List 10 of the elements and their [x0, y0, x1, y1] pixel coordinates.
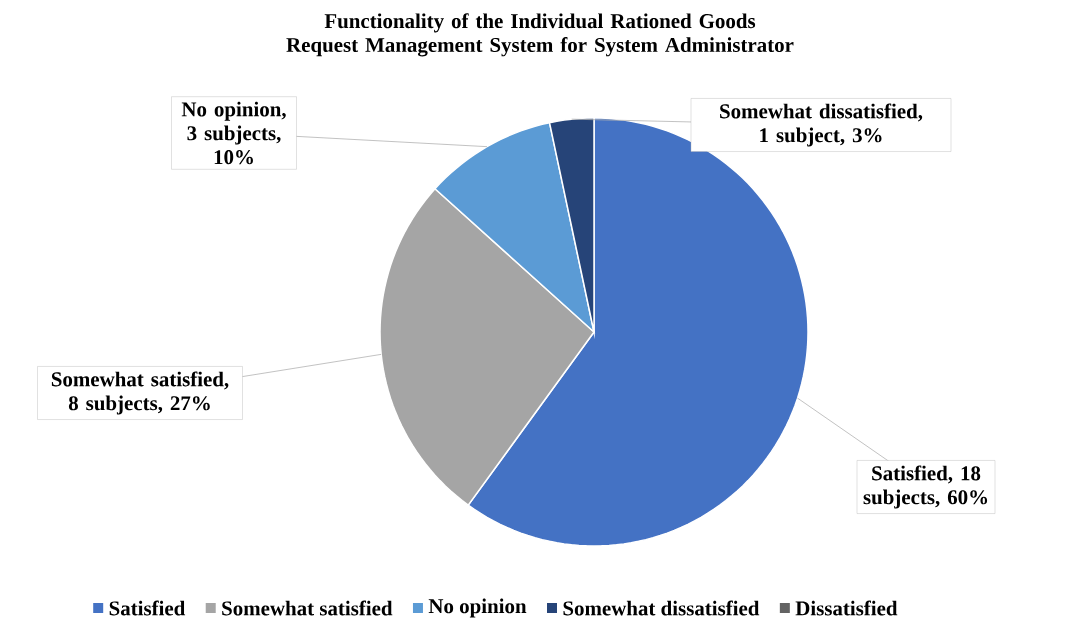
legend-label: Satisfied: [109, 600, 186, 616]
legend-label: Somewhat satisfied: [222, 600, 393, 616]
data-label: Somewhat dissatisfied, 1 subject, 3%: [720, 103, 923, 147]
legend-label: No opinion: [428, 598, 527, 618]
data-label: Somewhat satisfied, 8 subjects, 27%: [51, 371, 229, 415]
data-label: Satisfied, 18 subjects, 60%: [863, 465, 988, 509]
legend-label: Dissatisfied: [795, 600, 898, 616]
legend-label: Somewhat dissatisfied: [563, 600, 760, 616]
data-label: No opinion, 3 subjects, 10%: [181, 101, 286, 165]
chart-title: Functionality of the Individual Rationed Goods Request Management System for System Administrator: [286, 13, 794, 57]
